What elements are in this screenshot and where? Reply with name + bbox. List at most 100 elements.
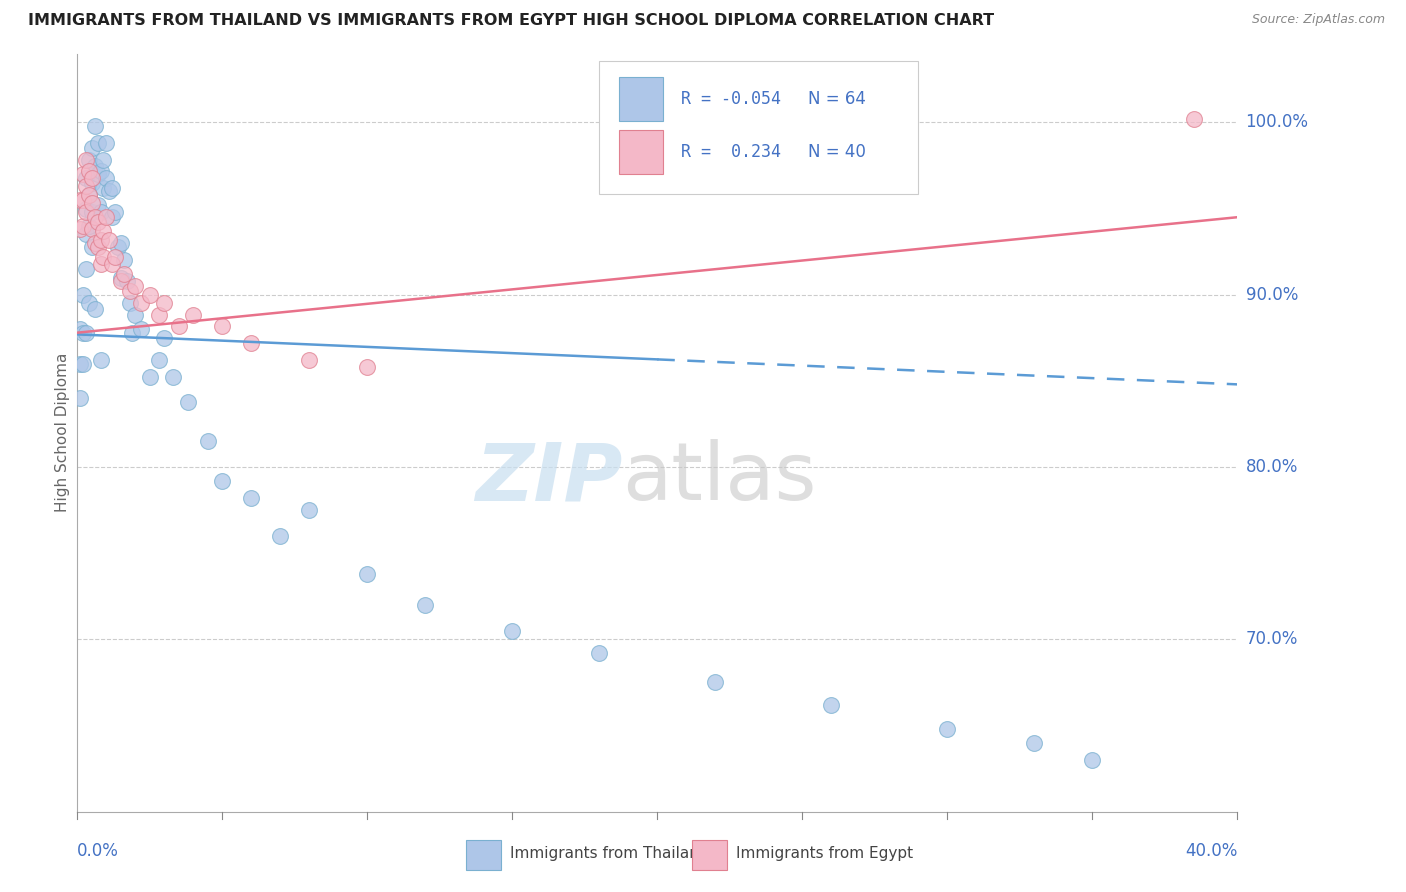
Point	[1182, 112, 1205, 126]
Point	[162, 370, 184, 384]
Point	[69, 222, 91, 236]
Point	[298, 353, 321, 368]
Point	[72, 357, 94, 371]
Point	[501, 624, 523, 638]
Text: 0.0%: 0.0%	[77, 842, 120, 860]
Point	[72, 167, 94, 181]
Point	[298, 503, 321, 517]
Point	[86, 198, 108, 212]
Point	[90, 205, 111, 219]
Point	[101, 211, 124, 225]
Point	[936, 722, 959, 736]
Point	[86, 136, 108, 150]
Point	[588, 646, 610, 660]
Point	[75, 261, 97, 276]
Y-axis label: High School Diploma: High School Diploma	[55, 353, 70, 512]
Point	[101, 257, 124, 271]
Point	[269, 529, 291, 543]
Point	[69, 322, 91, 336]
Text: 70.0%: 70.0%	[1246, 631, 1298, 648]
Point	[77, 296, 100, 310]
Point	[110, 270, 132, 285]
Point	[83, 301, 105, 316]
Point	[77, 153, 100, 168]
Point	[90, 163, 111, 178]
Point	[129, 296, 152, 310]
Point	[176, 394, 198, 409]
Point	[90, 353, 111, 368]
Point	[80, 196, 103, 211]
Point	[139, 370, 162, 384]
Point	[80, 141, 103, 155]
Point	[167, 318, 190, 333]
Text: ZIP: ZIP	[475, 439, 623, 517]
Point	[72, 326, 94, 340]
Text: R =  0.234: R = 0.234	[681, 143, 780, 161]
Point	[240, 336, 263, 351]
Point	[86, 215, 108, 229]
Point	[72, 287, 94, 301]
Point	[80, 170, 103, 185]
Point	[86, 167, 108, 181]
Point	[86, 239, 108, 253]
Point	[118, 296, 141, 310]
Point	[96, 170, 118, 185]
Point	[72, 193, 94, 207]
Point	[75, 205, 97, 219]
Point	[129, 322, 152, 336]
Point	[83, 159, 105, 173]
Point	[93, 153, 115, 168]
FancyBboxPatch shape	[619, 77, 664, 121]
FancyBboxPatch shape	[692, 839, 727, 870]
Point	[90, 257, 111, 271]
Point	[90, 233, 111, 247]
Text: atlas: atlas	[623, 439, 817, 517]
Point	[153, 296, 176, 310]
Point	[124, 309, 146, 323]
Point	[107, 239, 129, 253]
Point	[77, 187, 100, 202]
Point	[80, 222, 103, 236]
Point	[124, 279, 146, 293]
Point	[1024, 736, 1046, 750]
Text: N = 40: N = 40	[808, 143, 866, 161]
Point	[356, 566, 378, 581]
Text: 40.0%: 40.0%	[1185, 842, 1237, 860]
Point	[75, 202, 97, 216]
Point	[69, 193, 91, 207]
Text: R = -0.054: R = -0.054	[681, 90, 780, 108]
Point	[98, 185, 121, 199]
FancyBboxPatch shape	[599, 62, 918, 194]
Point	[211, 474, 233, 488]
Point	[80, 239, 103, 253]
Point	[820, 698, 842, 712]
Text: IMMIGRANTS FROM THAILAND VS IMMIGRANTS FROM EGYPT HIGH SCHOOL DIPLOMA CORRELATIO: IMMIGRANTS FROM THAILAND VS IMMIGRANTS F…	[28, 13, 994, 29]
Point	[83, 119, 105, 133]
FancyBboxPatch shape	[465, 839, 501, 870]
Point	[93, 224, 115, 238]
Point	[101, 181, 124, 195]
Point	[80, 176, 103, 190]
Point	[77, 163, 100, 178]
Point	[356, 360, 378, 375]
Point	[148, 353, 170, 368]
Point	[77, 219, 100, 233]
Point	[69, 357, 91, 371]
Point	[112, 253, 135, 268]
Point	[1081, 753, 1104, 767]
Point	[139, 287, 162, 301]
Point	[112, 267, 135, 281]
Point	[121, 326, 143, 340]
Point	[197, 434, 219, 449]
Text: Immigrants from Thailand: Immigrants from Thailand	[510, 846, 709, 861]
Point	[104, 205, 127, 219]
Point	[115, 274, 138, 288]
Point	[704, 675, 727, 690]
Text: Immigrants from Egypt: Immigrants from Egypt	[737, 846, 914, 861]
Point	[69, 391, 91, 405]
Text: N = 64: N = 64	[808, 90, 866, 108]
Point	[96, 136, 118, 150]
Text: Source: ZipAtlas.com: Source: ZipAtlas.com	[1251, 13, 1385, 27]
Point	[98, 233, 121, 247]
Point	[83, 236, 105, 251]
